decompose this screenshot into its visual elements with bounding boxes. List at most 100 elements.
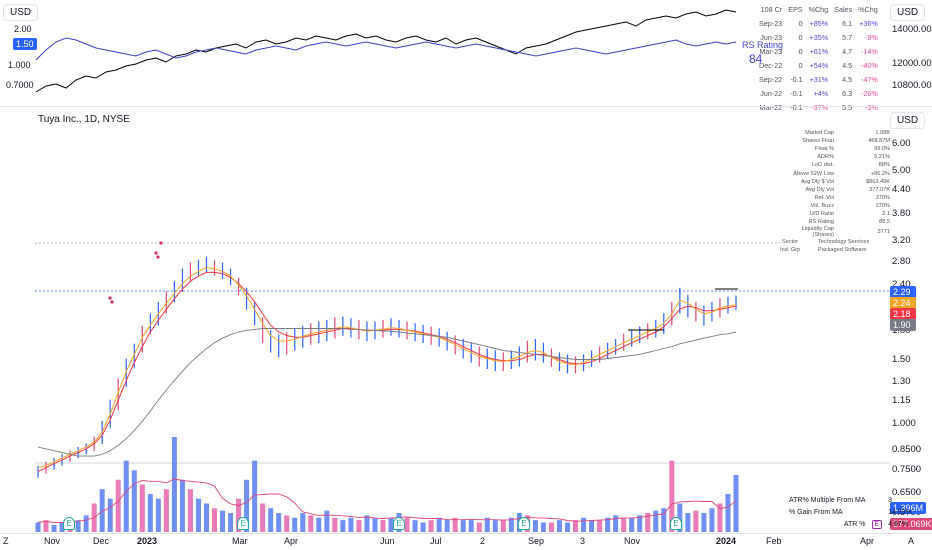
signal-dots bbox=[108, 241, 163, 304]
volume-bar bbox=[548, 522, 554, 532]
stats-cell: Above 52W Low bbox=[793, 170, 834, 177]
stats-cell: LoD dist. bbox=[811, 162, 834, 169]
earnings-cell: +61% bbox=[809, 46, 829, 56]
stats-cell: 88% bbox=[878, 162, 890, 169]
volume-bar bbox=[107, 498, 113, 532]
volume-bar bbox=[276, 513, 282, 532]
stats-cell: ADR% bbox=[817, 154, 834, 161]
volume-bar bbox=[292, 517, 298, 532]
earnings-row: Sep-23 0 +85% 6.1 +36% bbox=[756, 16, 881, 30]
volume-bar bbox=[540, 522, 546, 532]
price-axis-tick: 0.8500 bbox=[892, 444, 922, 455]
sector-value: Technology Services bbox=[818, 239, 870, 245]
earnings-cell: +54% bbox=[809, 60, 829, 70]
stats-row: Rel. Vol 370% bbox=[780, 194, 892, 202]
stats-row: Avg Dly $ Vol $863.49K bbox=[780, 178, 892, 186]
earnings-marker[interactable]: E bbox=[393, 517, 405, 530]
volume-bar bbox=[268, 508, 274, 532]
volume-bar bbox=[613, 515, 619, 532]
volume-bar bbox=[300, 513, 306, 532]
earnings-cell: 0 bbox=[798, 18, 803, 28]
stats-row: Vol. Buzz 270% bbox=[780, 202, 892, 210]
time-axis-label: 2 bbox=[480, 536, 486, 546]
earnings-cell: -9% bbox=[864, 32, 878, 42]
earnings-cell: 6.3 bbox=[842, 88, 853, 98]
earnings-header-2: %Chg bbox=[808, 4, 829, 14]
atr-row-value: 4.97% bbox=[888, 520, 909, 528]
volume-bar bbox=[179, 479, 185, 532]
volume-bar bbox=[709, 508, 715, 532]
earnings-cell: 5.5 bbox=[842, 102, 853, 112]
earnings-cell: 4.5 bbox=[842, 60, 853, 70]
earnings-cell: +4% bbox=[813, 88, 829, 98]
stats-cell: 99.0% bbox=[874, 146, 890, 153]
volume-bar bbox=[661, 508, 667, 532]
stats-cell: $863.49K bbox=[866, 178, 890, 185]
earnings-marker[interactable]: E bbox=[63, 517, 75, 530]
price-tag: 1.90 bbox=[890, 319, 916, 331]
volume-bar bbox=[340, 520, 346, 532]
atr-row-value: 3 bbox=[888, 496, 893, 504]
earnings-cell: -14% bbox=[860, 46, 878, 56]
candles bbox=[37, 256, 737, 478]
earnings-marker[interactable]: E bbox=[670, 517, 682, 530]
top-currency-button[interactable]: USD bbox=[3, 4, 39, 21]
moving-average-line bbox=[37, 267, 737, 469]
stats-cell: 3771 bbox=[877, 229, 890, 236]
earnings-row: Jun-22 -0.1 +4% 6.3 -26% bbox=[756, 86, 881, 100]
volume-bar bbox=[220, 510, 226, 532]
price-tag: 2.24 bbox=[890, 297, 916, 309]
stats-cell: Shares Float bbox=[802, 138, 834, 145]
rs-rating-label: RS Rating bbox=[742, 40, 784, 50]
earnings-cell: 4.7 bbox=[842, 46, 853, 56]
volume-bar bbox=[284, 515, 290, 532]
earnings-header-1: EPS bbox=[788, 4, 803, 14]
earnings-cell: 0 bbox=[798, 60, 803, 70]
earnings-cell: Mar-23 bbox=[759, 46, 783, 56]
volume-bar bbox=[428, 520, 434, 532]
earnings-cell: +35% bbox=[809, 32, 829, 42]
stats-cell: 1.08B bbox=[875, 130, 890, 137]
volume-bar bbox=[532, 520, 538, 532]
signal-dot bbox=[110, 300, 114, 304]
earnings-marker[interactable]: E bbox=[237, 517, 249, 530]
price-line bbox=[35, 9, 737, 93]
top-right-currency-button[interactable]: USD bbox=[890, 4, 926, 21]
earnings-cell: Mar-22 bbox=[759, 102, 783, 112]
stats-cell: 88.5 bbox=[879, 219, 890, 226]
volume-bar bbox=[452, 517, 458, 532]
stats-cell: RS Rating bbox=[808, 219, 835, 226]
volume-bar bbox=[508, 517, 514, 532]
main-currency-button[interactable]: USD bbox=[890, 112, 926, 129]
earnings-marker[interactable]: E bbox=[518, 517, 530, 530]
price-axis-tick: 1.30 bbox=[892, 376, 911, 387]
volume-bar bbox=[685, 513, 691, 532]
volume-bar bbox=[123, 460, 129, 532]
stats-cell: +86.2% bbox=[870, 170, 890, 177]
group-value: Packaged Software bbox=[818, 247, 867, 253]
volume-bar bbox=[372, 517, 378, 532]
stats-row: ADR% 5.21% bbox=[780, 153, 892, 161]
time-axis-label: 2023 bbox=[137, 536, 158, 546]
stats-cell: 370% bbox=[875, 194, 890, 201]
volume-average-line bbox=[37, 478, 737, 523]
earnings-cell: -0.1 bbox=[790, 74, 803, 84]
volume-bar bbox=[83, 515, 89, 532]
volume-bar bbox=[364, 515, 370, 532]
earnings-cell: -40% bbox=[860, 60, 878, 70]
stats-cell: Liquidity Cap (Shares) bbox=[801, 226, 834, 239]
earnings-cell: -0.1 bbox=[790, 102, 803, 112]
pane-divider[interactable] bbox=[0, 106, 932, 107]
earnings-cell: 4.5 bbox=[842, 74, 853, 84]
volume-bar bbox=[388, 517, 394, 532]
atr-row-label: ATR % bbox=[843, 520, 866, 528]
volume-bar bbox=[629, 517, 635, 532]
volume-bar bbox=[163, 489, 169, 532]
volume-bar bbox=[260, 503, 266, 532]
moving-average-line bbox=[37, 328, 737, 457]
atr-e-badge[interactable]: E bbox=[871, 519, 883, 529]
volume-bar bbox=[316, 517, 322, 532]
volume-bar bbox=[131, 470, 137, 532]
top-right-axis-2: 10800.00 bbox=[892, 80, 932, 91]
price-axis-tick: 2.80 bbox=[892, 256, 911, 267]
